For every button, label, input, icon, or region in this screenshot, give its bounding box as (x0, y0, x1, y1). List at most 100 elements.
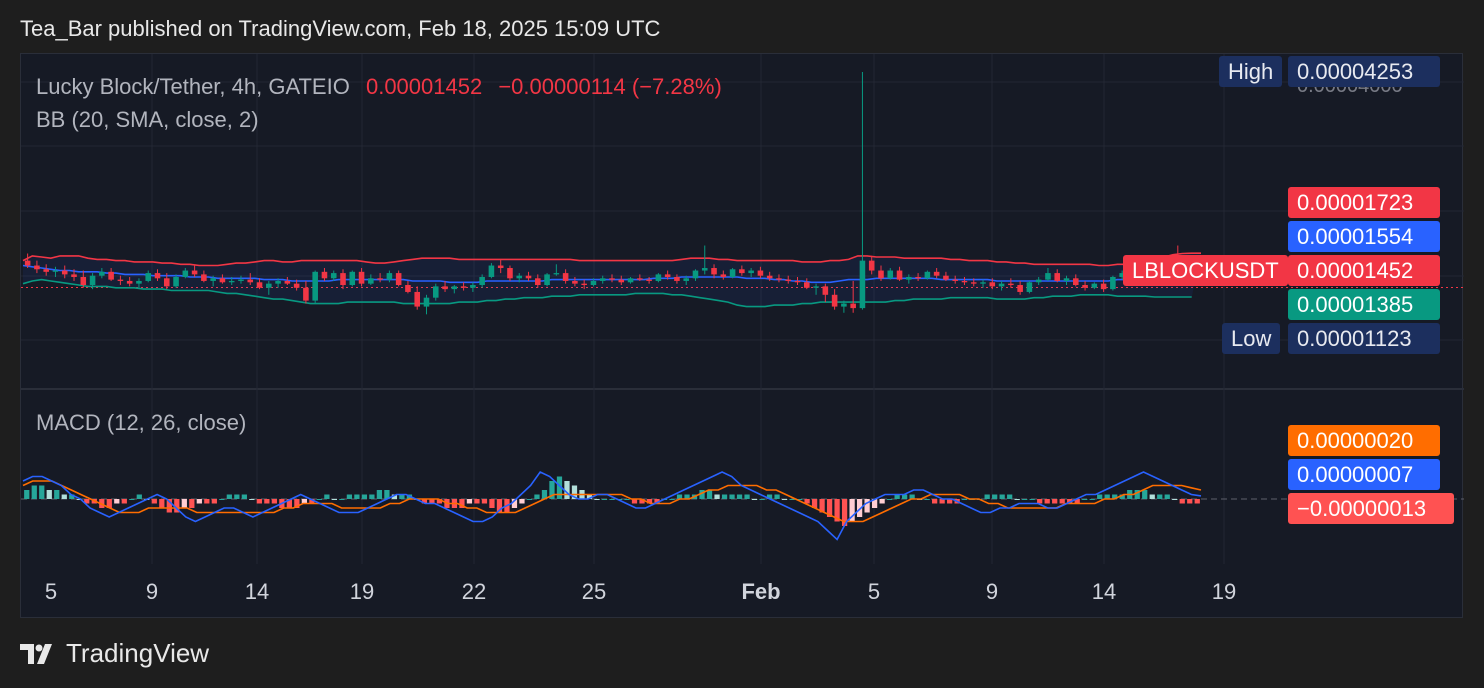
candle-body (414, 291, 420, 307)
candle-body (822, 286, 829, 295)
macd-hist-bar (1029, 499, 1035, 500)
macd-hist-bar (331, 499, 338, 500)
candle-body (247, 279, 254, 283)
candle-body (460, 286, 467, 288)
candle-body (1008, 283, 1014, 286)
candle-body (303, 287, 309, 301)
candle-body (701, 268, 708, 271)
macd-hist-bar (474, 499, 480, 504)
candle-body (748, 270, 754, 274)
macd-hist-bar (736, 494, 743, 499)
macd-hist-bar (864, 499, 870, 513)
bb-basis-price-label: 0.00001554 (1288, 221, 1440, 252)
macd-hist-bar (121, 499, 127, 504)
candle-body (776, 278, 782, 280)
macd-hist-bar (841, 499, 848, 526)
macd-lines (22, 470, 1202, 541)
macd-hist-bar (204, 499, 210, 504)
candle-body (1091, 283, 1098, 288)
x-tick-label: 19 (350, 579, 374, 604)
macd-hist-bar (609, 499, 615, 500)
macd-hist-bar (54, 490, 60, 499)
symbol-legend[interactable]: Lucky Block/Tether, 4h, GATEIO 0.0000145… (36, 74, 722, 100)
symbol-title: Lucky Block/Tether, 4h, GATEIO (36, 74, 350, 99)
macd-hist-bar (1187, 499, 1193, 504)
macd-hist-bar (1149, 494, 1155, 499)
macd-hist-bar (354, 494, 360, 499)
candle-body (609, 278, 615, 280)
candle-body (646, 279, 652, 281)
candle-body (924, 271, 931, 279)
macd-hist-bar (781, 499, 788, 500)
macd-hist-bar (189, 499, 195, 508)
candle-body (850, 303, 856, 309)
candle-body (488, 265, 495, 277)
chart-frame[interactable]: 5 9 14 19 22 25 Feb 5 9 14 19 Lucky Block/Tether, … (20, 53, 1464, 619)
bb-lower-line (22, 278, 1192, 308)
candle-body (80, 276, 87, 286)
macd-hist-bar (196, 499, 202, 504)
candle-body (173, 276, 179, 287)
candle-body (266, 283, 272, 288)
macd-legend[interactable]: MACD (12, 26, close) (36, 410, 247, 435)
macd-hist-bar (751, 499, 758, 500)
x-tick-label: 14 (245, 579, 269, 604)
signal-value-label: 0.00000020 (1288, 425, 1440, 456)
macd-hist-bar (84, 499, 90, 504)
macd-hist-bar (361, 494, 368, 499)
candle-body (980, 282, 986, 284)
x-tick-label: 25 (582, 579, 606, 604)
macd-hist-bar (226, 494, 232, 499)
candle-body (692, 270, 699, 279)
x-tick-label: 9 (146, 579, 158, 604)
candle-body (841, 303, 847, 307)
candle-body (340, 273, 346, 286)
macd-hist-bar (826, 499, 833, 517)
macd-hist-bar (1134, 490, 1140, 499)
candle-body (368, 278, 374, 284)
candle-body (442, 286, 448, 290)
macd-hist-bar (1059, 499, 1065, 504)
macd-hist-bar (984, 494, 990, 499)
macd-hist-bar (346, 494, 353, 499)
footer-brand[interactable]: TradingView (20, 638, 209, 669)
macd-hist-bar (1082, 499, 1088, 500)
candle-body (191, 270, 198, 275)
macd-hist-bar (264, 499, 270, 504)
macd-hist-bar (586, 494, 593, 499)
chart-canvas[interactable]: 5 9 14 19 22 25 Feb 5 9 14 19 (21, 54, 1464, 619)
candle-body (664, 274, 671, 277)
candle-body (998, 283, 1005, 287)
candle-body (562, 273, 569, 281)
candle-body (720, 274, 727, 277)
candle-body (906, 276, 912, 280)
macd-hist-bar (1179, 499, 1185, 504)
bb-legend[interactable]: BB (20, SMA, close, 2) (36, 107, 259, 132)
macd-hist-bar (369, 494, 375, 499)
candle-body (201, 274, 207, 281)
macd-hist-bar (909, 494, 915, 499)
macd-hist-bar (256, 499, 262, 504)
macd-hist-bar (1164, 494, 1170, 499)
candle-body (683, 278, 689, 281)
candles (24, 72, 1200, 315)
macd-hist-bar (796, 499, 803, 500)
macd-hist-bar (886, 499, 893, 500)
candle-body (321, 271, 328, 279)
macd-hist-bar (324, 494, 330, 499)
macd-hist-bar (962, 499, 968, 500)
candle-body (711, 268, 717, 275)
bb-lower-price-label: 0.00001385 (1288, 289, 1440, 320)
macd-hist-bar (534, 494, 540, 499)
macd-hist-bar (1142, 490, 1148, 499)
candle-body (284, 280, 291, 284)
candle-body (99, 271, 105, 276)
macd-hist-bar (249, 499, 255, 500)
macd-hist-bar (789, 499, 795, 500)
high-label: High (1219, 56, 1283, 87)
candle-body (952, 279, 958, 281)
macd-hist-bar (181, 499, 187, 508)
histogram-value-label: −0.00000013 (1288, 493, 1454, 524)
candle-body (24, 260, 31, 266)
macd-hist-bar (819, 499, 825, 513)
